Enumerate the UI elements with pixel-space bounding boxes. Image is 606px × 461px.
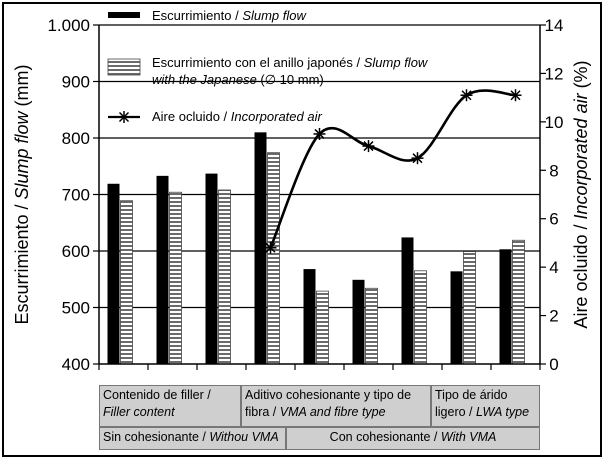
group-vma-plain: Aditivo cohesionante y tipo de fibra / [245, 388, 412, 419]
right-axis-tick-label: 10 [545, 113, 564, 132]
right-axis-tick-label: 12 [545, 64, 564, 83]
right-axis-tick-label: 0 [549, 355, 558, 374]
right-axis-title: Aire ocluido / Incorporated air (%) [571, 60, 591, 328]
left-axis-tick-label: 900 [62, 73, 90, 92]
chart: 400 500 600 700 800 900 1.000 0 2 4 6 8 10 12 14 Escurr… [12, 8, 591, 374]
marker-incorporated-air [411, 152, 424, 165]
marker-stroke [510, 90, 521, 101]
left-axis-tick-label: 700 [62, 186, 90, 205]
group-without-plain: Sin cohesionante / [103, 430, 210, 444]
marker-incorporated-air [264, 241, 277, 254]
marker-stroke [118, 111, 130, 123]
legend-label-slump-flow: Escurrimiento / Slump flow [152, 8, 308, 23]
bar-slump-flow [254, 132, 267, 364]
bar-slump-flow [352, 279, 365, 364]
marker-stroke [314, 128, 325, 139]
right-axis-tick-label: 8 [549, 161, 558, 180]
group-filler-content: Contenido de filler / Filler content [99, 385, 241, 427]
marker-incorporated-air [460, 89, 473, 102]
bar-japanese-ring [316, 290, 329, 365]
right-axis-tick-label: 6 [549, 210, 558, 229]
marker-incorporated-air [362, 140, 375, 153]
legend-swatch-japanese-ring [107, 58, 141, 76]
bar-slump-flow [303, 269, 316, 364]
marker-incorporated-air [313, 127, 326, 140]
bar-slump-flow [450, 271, 463, 364]
left-axis-tick-label: 800 [62, 129, 90, 148]
bar-japanese-ring [365, 287, 378, 365]
legend-marker-incorporated-air [118, 111, 130, 123]
legend-label-japanese-ring-2: with the Japanese (∅ 10 mm) [152, 72, 324, 87]
left-axis-tick-label: 600 [62, 242, 90, 261]
marker-stroke [461, 90, 472, 101]
legend-label-japanese-ring-1: Escurrimiento con el anillo japonés / Sl… [152, 55, 429, 70]
group-without-italic: Withou VMA [209, 430, 279, 444]
bar-slump-flow [156, 175, 169, 364]
left-axis-tick-label: 400 [62, 355, 90, 374]
bar-japanese-ring [120, 200, 133, 365]
group-with-plain: Con cohesionante / [329, 430, 441, 444]
bar-japanese-ring [169, 191, 182, 365]
bar-slump-flow [401, 237, 414, 364]
right-axis-tick-label: 14 [545, 16, 564, 35]
chart-frame: 400 500 600 700 800 900 1.000 0 2 4 6 8 10 12 14 Escurr… [2, 2, 602, 457]
bar-japanese-ring [463, 251, 476, 365]
bar-slump-flow [107, 183, 120, 364]
bar-japanese-ring [218, 189, 231, 365]
bar-japanese-ring [267, 152, 280, 365]
group-filler-italic: Filler content [103, 405, 175, 419]
group-vma-fibre: Aditivo cohesionante y tipo de fibra / V… [241, 385, 431, 427]
group-with-vma: Con cohesionante / With VMA [286, 427, 540, 450]
bar-japanese-ring [414, 270, 427, 365]
right-axis-tick-label: 2 [549, 307, 558, 326]
marker-incorporated-air [509, 89, 522, 102]
bar-japanese-ring [512, 239, 525, 365]
legend-label-incorporated-air: Aire ocluido / Incorporated air [152, 109, 322, 124]
group-lwa-italic: LWA type [476, 405, 530, 419]
group-vma-italic: VMA and fibre type [279, 405, 386, 419]
marker-stroke [363, 141, 374, 152]
group-with-italic: With VMA [440, 430, 497, 444]
bar-slump-flow [205, 173, 218, 364]
group-lwa-plain: Tipo de árido ligero / [435, 388, 508, 419]
left-axis-title: Escurrimiento / Slump flow (mm) [12, 64, 32, 324]
bar-slump-flow [499, 249, 512, 364]
group-lwa-type: Tipo de árido ligero / LWA type [431, 385, 540, 427]
legend-swatch-slump-flow [108, 12, 140, 18]
marker-stroke [265, 242, 276, 253]
marker-stroke [412, 153, 423, 164]
left-axis-tick-label: 1.000 [47, 16, 90, 35]
left-axis-tick-label: 500 [62, 299, 90, 318]
right-axis-tick-label: 4 [549, 258, 558, 277]
group-filler-plain: Contenido de filler / [103, 388, 211, 402]
group-without-vma: Sin cohesionante / Withou VMA [99, 427, 286, 450]
